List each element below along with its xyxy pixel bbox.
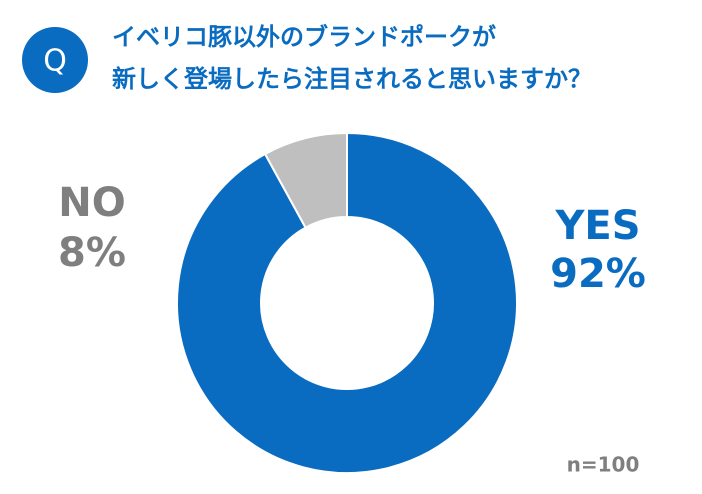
slice-label: YES — [554, 203, 640, 249]
slice-value: 8% — [58, 230, 126, 276]
q-badge-text: Q — [43, 44, 67, 79]
slice-label: NO — [58, 180, 125, 226]
sample-size: n=100 — [567, 453, 640, 477]
chart-title: 新しく登場したら注目されると思いますか？ — [112, 65, 592, 93]
q-badge — [22, 27, 88, 93]
chart-title: イベリコ豚以外のブランドポークが — [112, 23, 496, 51]
slice-value: 92% — [550, 251, 646, 297]
slice — [176, 131, 518, 474]
slice — [263, 131, 348, 229]
